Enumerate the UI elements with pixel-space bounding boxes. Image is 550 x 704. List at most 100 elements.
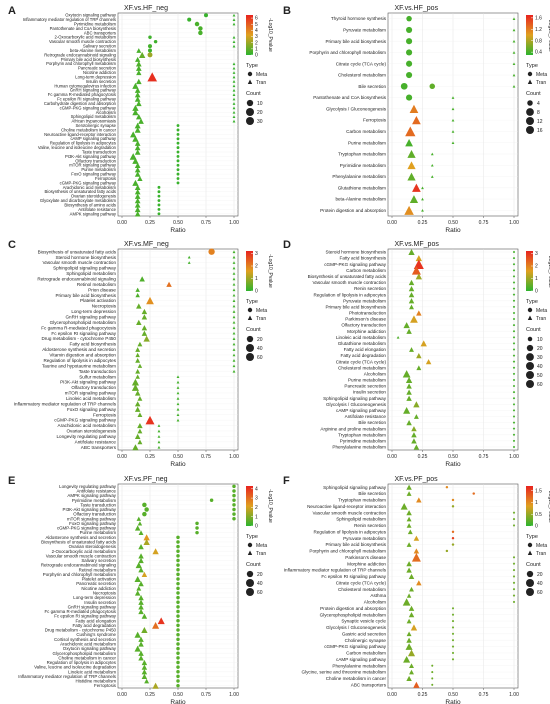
data-point-meta <box>472 492 475 495</box>
x-tick-label: 0.50 <box>173 220 183 226</box>
data-point-meta <box>176 558 180 563</box>
data-point-tran <box>232 348 236 351</box>
x-tick-label: 0.75 <box>479 220 489 226</box>
count-legend-dot <box>526 362 534 370</box>
color-tick-label: 0 <box>535 524 538 530</box>
x-tick-label: 0.00 <box>387 692 397 698</box>
y-tick-label: cGMP-PKG signaling pathway <box>60 105 117 110</box>
data-point-tran <box>135 78 142 85</box>
data-point-tran <box>406 523 412 528</box>
data-point-tran <box>413 414 419 419</box>
count-legend-label: 12 <box>537 119 543 125</box>
color-tick-label: 1.5 <box>535 488 542 494</box>
data-point-meta <box>176 623 180 628</box>
data-point-tran <box>143 335 150 342</box>
data-point-tran <box>404 205 414 215</box>
y-tick-label: Glycerophospholipid metabolism <box>320 612 387 617</box>
data-point-meta <box>451 620 455 623</box>
y-tick-label: Sphingolipid metabolism <box>71 114 117 119</box>
data-point-meta <box>512 251 516 254</box>
data-point-tran <box>147 72 158 82</box>
color-tick-label: 2 <box>255 505 258 511</box>
data-point-meta <box>176 595 180 600</box>
type-legend-title: Type <box>526 534 538 540</box>
y-tick-label: Arachidonic acid metabolism <box>58 423 117 428</box>
y-tick-label: cGMP-PKG signaling pathway <box>54 418 116 423</box>
data-point-tran <box>157 435 161 438</box>
data-point-tran <box>512 28 516 32</box>
data-point-tran <box>421 209 424 212</box>
panel-f: F XF.vs.PF_pos Sphingolipid signaling path… <box>283 475 550 704</box>
data-point-tran <box>413 548 420 554</box>
data-point-tran <box>134 91 141 98</box>
y-tick-label: Arginine and proline metabolism <box>320 426 386 431</box>
data-point-tran <box>406 395 412 401</box>
data-point-meta <box>176 549 180 553</box>
x-tick-label: 0.00 <box>117 220 127 226</box>
data-point-tran <box>406 618 412 624</box>
x-tick-label: 0.50 <box>173 692 183 698</box>
data-point-tran <box>412 116 421 125</box>
data-point-tran <box>430 163 434 167</box>
type-legend-title: Type <box>246 534 258 540</box>
y-tick-label: Long-term depression <box>73 595 116 600</box>
data-point-tran <box>413 444 420 450</box>
y-tick-label: Drug metabolism - cytochrome P450 <box>41 336 116 341</box>
y-tick-label: Citrate cycle (TCA cycle) <box>336 61 387 66</box>
data-point-tran <box>130 131 137 138</box>
data-point-tran <box>408 292 415 298</box>
y-tick-label: Primary bile acid biosynthesis <box>325 304 386 309</box>
type-legend-title: Type <box>526 63 538 69</box>
data-point-meta <box>512 581 516 584</box>
y-tick-label: Purine metabolism <box>81 167 116 172</box>
data-point-meta <box>512 575 516 578</box>
data-point-tran <box>166 281 172 287</box>
color-tick-label: 0 <box>255 524 258 530</box>
y-tick-label: Retrograde endocannabinoid signaling <box>44 52 116 57</box>
data-point-tran <box>407 150 416 158</box>
data-point-tran <box>141 659 148 666</box>
y-tick-label: Choline metabolism in cancer <box>58 655 116 660</box>
count-legend-label: 16 <box>537 128 543 134</box>
count-legend-dot <box>526 108 534 116</box>
data-point-tran <box>232 71 236 74</box>
y-tick-label: Antifolate resistance <box>76 488 116 493</box>
data-point-meta <box>512 439 516 442</box>
color-tick-label: 2 <box>255 264 258 270</box>
y-tick-label: Longevity regulating pathway <box>56 434 116 439</box>
y-tick-label: Neuroactive ligand-receptor interaction <box>44 132 117 137</box>
type-tran-label: Tran <box>536 80 546 86</box>
data-point-tran <box>157 445 161 449</box>
color-tick-label: 4 <box>255 28 258 34</box>
y-tick-label: Asthma <box>370 593 386 598</box>
count-legend-label: 60 <box>537 382 543 388</box>
data-point-meta <box>431 664 434 667</box>
data-point-tran <box>402 598 411 606</box>
x-axis-label: Ratio <box>445 699 461 704</box>
data-point-meta <box>198 30 203 36</box>
y-tick-label: Fc gamma R-mediated phagocytosis <box>44 609 116 614</box>
data-point-meta <box>176 577 180 581</box>
data-point-tran <box>407 161 416 170</box>
y-tick-label: Olfactory transduction <box>75 158 116 163</box>
data-point-tran <box>134 645 141 652</box>
data-point-tran <box>413 681 420 688</box>
data-point-tran <box>138 118 144 124</box>
data-point-meta <box>512 324 516 327</box>
color-bar <box>246 486 253 526</box>
count-legend-dot <box>526 353 534 361</box>
y-tick-label: Fc gamma R-mediated phagocytosis <box>48 92 116 97</box>
y-tick-label: Vascular smooth muscle contraction <box>313 510 387 515</box>
y-tick-label: Fc epsilon RI signaling pathway <box>51 331 116 336</box>
y-tick-label: Taste transduction <box>82 149 117 154</box>
y-tick-label: PI3K-Akt signaling pathway <box>60 380 117 385</box>
y-tick-label: Histidine metabolism <box>75 679 116 684</box>
y-tick-label: Glycerophospholipid metabolism <box>50 320 117 325</box>
data-point-tran <box>137 428 143 434</box>
count-legend-label: 30 <box>257 119 263 125</box>
data-point-meta <box>512 360 516 363</box>
data-point-meta <box>232 517 236 521</box>
data-point-meta <box>157 207 161 211</box>
data-point-meta <box>176 628 180 632</box>
data-point-tran <box>141 673 148 680</box>
